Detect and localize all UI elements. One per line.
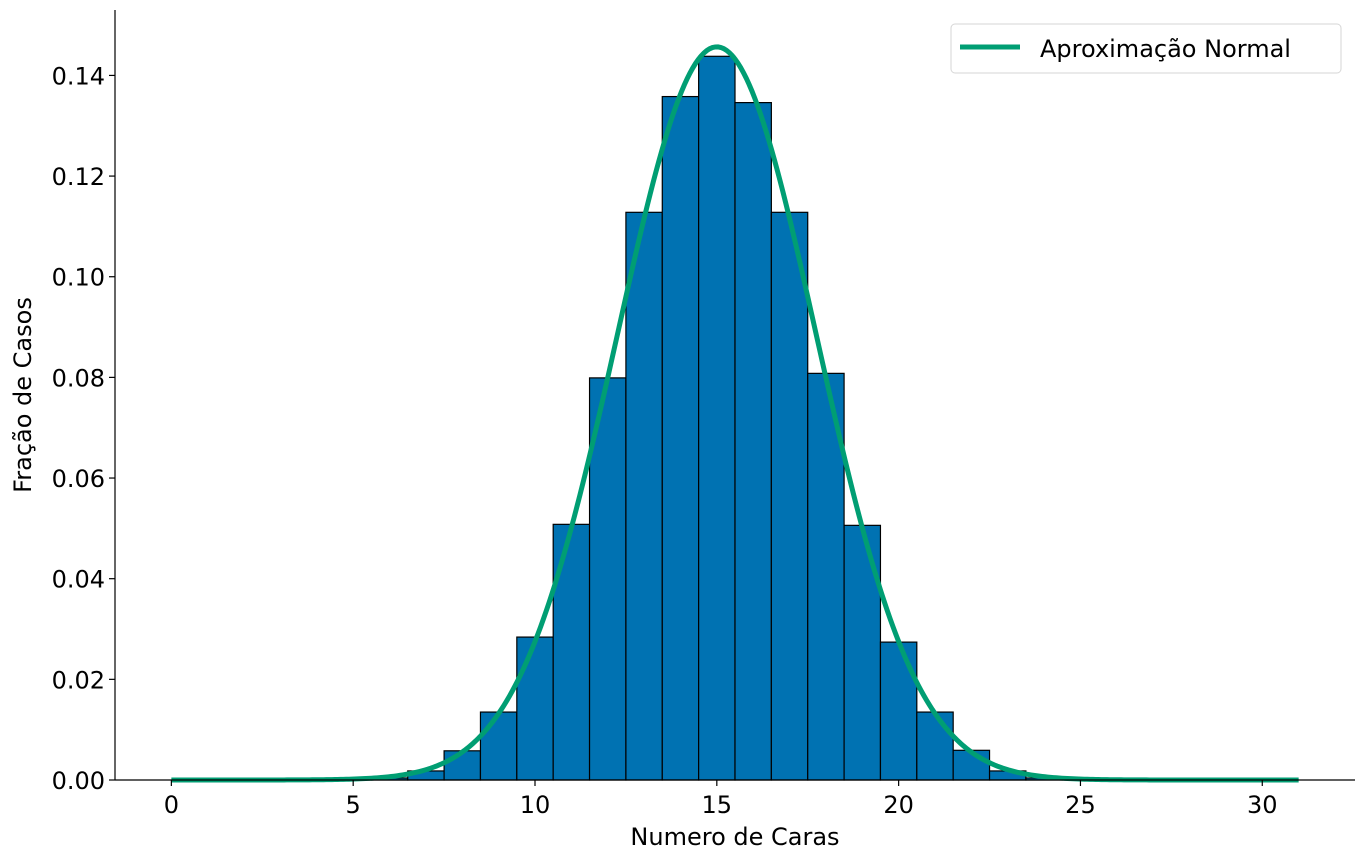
- x-tick-label: 10: [520, 791, 551, 819]
- y-tick-label: 0.06: [52, 465, 105, 493]
- x-tick-label: 0: [164, 791, 179, 819]
- histogram-bar: [443, 750, 482, 781]
- y-axis-label: Fração de Casos: [9, 297, 37, 493]
- legend-label: Aproximação Normal: [1040, 35, 1291, 63]
- bars-group: [370, 55, 1063, 781]
- x-tick-label: 15: [702, 791, 733, 819]
- histogram-bar: [952, 749, 991, 781]
- y-tick-label: 0.02: [52, 666, 105, 694]
- histogram-bar: [770, 211, 809, 781]
- histogram-bar: [588, 377, 627, 781]
- y-tick-label: 0.04: [52, 566, 105, 594]
- x-axis-label: Numero de Caras: [630, 823, 839, 851]
- y-tick-label: 0.00: [52, 767, 105, 795]
- histogram-bar: [698, 55, 736, 781]
- histogram-bar: [479, 711, 518, 781]
- x-tick-label: 20: [883, 791, 914, 819]
- legend-frame: [950, 23, 1342, 74]
- x-tick-label: 30: [1247, 791, 1278, 819]
- x-tick-label: 5: [346, 791, 361, 819]
- axes: 0 5 10 15 20 25 30 0.00 0.02 0.04 0.06 0.08 0.10 0.12…: [52, 10, 1355, 819]
- y-tick-label: 0.12: [52, 163, 105, 191]
- histogram-bar: [625, 211, 663, 781]
- histogram-bar: [661, 95, 700, 781]
- histogram-bar: [916, 711, 954, 781]
- histogram-bar: [843, 524, 882, 781]
- y-tick-label: 0.08: [52, 364, 105, 392]
- x-tick-label: 25: [1065, 791, 1096, 819]
- histogram-bar: [879, 641, 918, 781]
- histogram-bar: [552, 523, 591, 781]
- legend: Aproximação Normal: [950, 23, 1342, 74]
- y-tick-label: 0.10: [52, 264, 105, 292]
- y-tick-label: 0.14: [52, 62, 105, 90]
- histogram-bar: [734, 102, 772, 781]
- histogram-bar: [516, 636, 554, 781]
